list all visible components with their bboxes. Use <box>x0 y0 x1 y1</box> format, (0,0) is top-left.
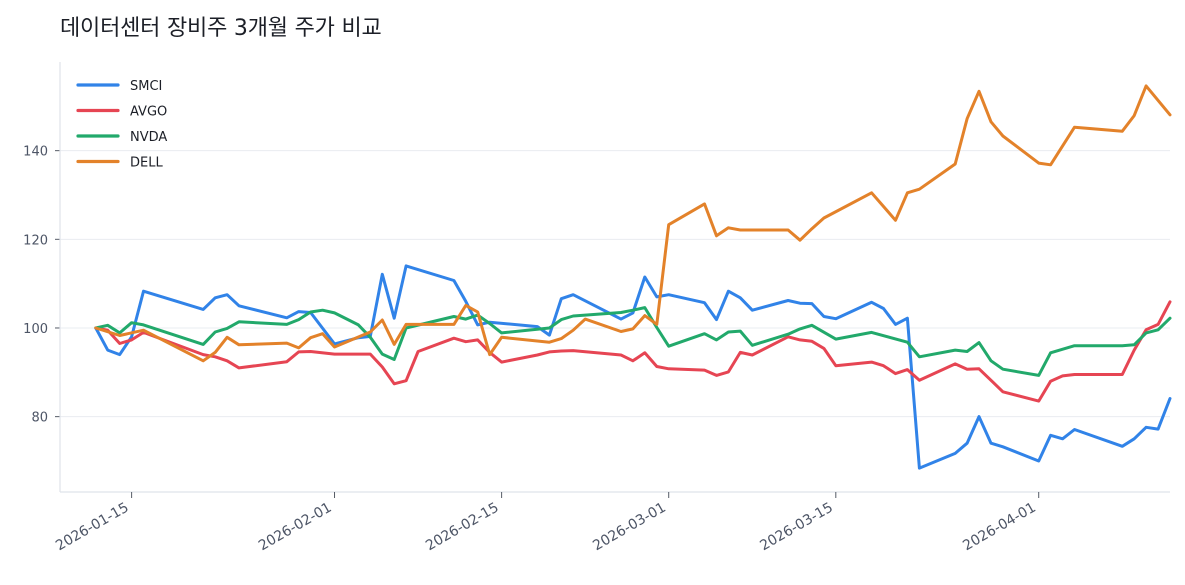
x-tick-label: 2026-02-15 <box>423 500 501 555</box>
legend-label-avgo: AVGO <box>130 105 167 120</box>
series-line-dell <box>94 84 1172 363</box>
grid-lines <box>60 150 1170 418</box>
y-tick-label: 100 <box>23 322 48 337</box>
x-tick-label: 2026-02-01 <box>256 500 334 555</box>
legend-label-nvda: NVDA <box>130 130 167 145</box>
chart-title: 데이터센터 장비주 3개월 주가 비교 <box>60 16 382 41</box>
x-tick-label: 2026-01-15 <box>53 500 131 555</box>
series-line-avgo <box>94 300 1172 403</box>
y-tick-label: 80 <box>31 411 48 426</box>
x-tick-label: 2026-03-01 <box>590 500 668 555</box>
series-lines <box>94 84 1172 470</box>
legend-label-smci: SMCI <box>130 79 162 94</box>
y-tick-label: 120 <box>23 233 48 248</box>
y-tick-label: 140 <box>23 145 48 160</box>
series-line-smci <box>94 264 1172 470</box>
x-tick-label: 2026-04-01 <box>960 500 1038 555</box>
series-line-nvda <box>94 306 1172 377</box>
legend-label-dell: DELL <box>130 156 163 171</box>
x-tick-label: 2026-03-15 <box>757 500 835 555</box>
legend: SMCI AVGO NVDA DELL <box>76 79 167 171</box>
